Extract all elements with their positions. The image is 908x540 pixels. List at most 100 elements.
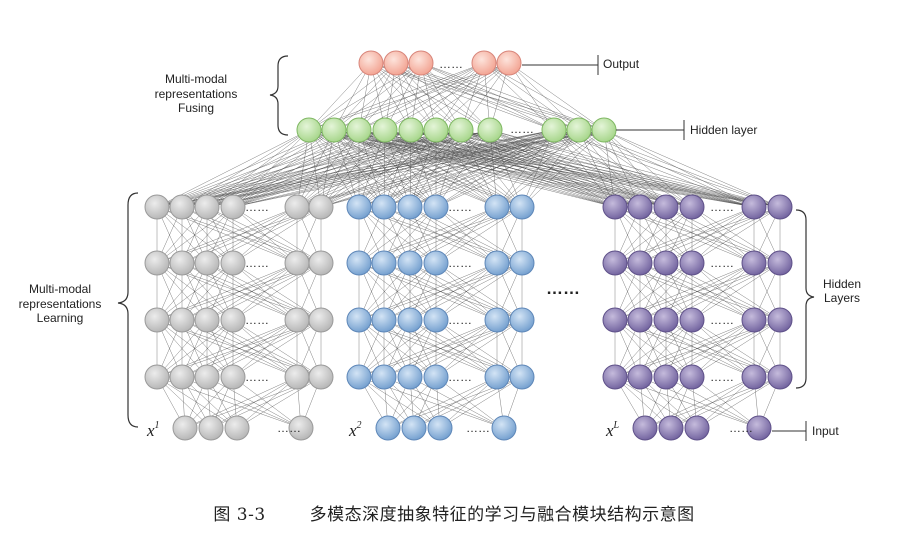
blue-hidden-neuron (423, 307, 449, 333)
gray-hidden-neuron (169, 364, 195, 390)
edge-hidden-hidden (156, 206, 208, 264)
blue-hidden-neuron (397, 194, 423, 220)
edge-hidden-fusion (553, 129, 693, 208)
purple-input-ellipsis: …… (729, 421, 753, 435)
edge-hidden-fusion (181, 129, 555, 208)
gray-layer-ellipsis: …… (245, 256, 269, 270)
edge-hidden-hidden (435, 262, 523, 321)
fusing-brace (269, 55, 289, 136)
purple-hidden-neuron (679, 194, 705, 220)
edge-hidden-fusion (553, 129, 616, 208)
gray-hidden-neuron (194, 250, 220, 276)
edge-hidden-hidden (614, 319, 693, 378)
blue-hidden-neuron (371, 250, 397, 276)
purple-hidden-neuron (767, 307, 793, 333)
figure-title: 多模态深度抽象特征的学习与融合模块结构示意图 (309, 505, 695, 525)
edge-hidden-hidden (614, 262, 693, 321)
network-neurons: …… …… …… …… …… …… …… …… …… …… …… …… …… …… …… (144, 50, 793, 441)
purple-hidden-neuron (741, 250, 767, 276)
edge-hidden-fusion (333, 129, 523, 208)
edge-output-fusion (420, 62, 555, 131)
purple-input-neuron (746, 415, 772, 441)
edge-hidden-hidden (358, 262, 437, 321)
blue-input-neuron (427, 415, 453, 441)
edge-output-fusion (460, 62, 510, 131)
gray-layer-ellipsis: …… (245, 370, 269, 384)
blue-hidden-neuron (484, 307, 510, 333)
edge-hidden-fusion (181, 129, 491, 208)
fusion-ellipsis: …… (510, 122, 534, 136)
edge-input-hidden (439, 376, 498, 429)
fusion-neuron (346, 117, 372, 143)
edge-hidden-hidden (383, 262, 437, 321)
edge-hidden-fusion (320, 129, 360, 208)
gray-hidden-neuron (194, 194, 220, 220)
edge-hidden-fusion (296, 129, 310, 208)
purple-hidden-neuron (602, 194, 628, 220)
edge-output-fusion (308, 62, 510, 131)
edge-hidden-hidden (691, 262, 781, 321)
edge-hidden-fusion (308, 129, 523, 208)
fusion-neuron (372, 117, 398, 143)
edge-hidden-hidden (156, 262, 234, 321)
gray-layer-ellipsis: …… (245, 200, 269, 214)
hidden-layers-label-line2: Layers (824, 291, 860, 305)
edge-hidden-hidden (614, 206, 693, 264)
edge-hidden-hidden (232, 262, 298, 321)
edge-hidden-fusion (320, 129, 335, 208)
edge-hidden-fusion (320, 129, 491, 208)
edge-hidden-fusion (206, 129, 491, 208)
edge-hidden-hidden (358, 319, 411, 378)
edge-hidden-fusion (333, 129, 411, 208)
edge-hidden-fusion (553, 129, 641, 208)
edge-input-hidden (691, 376, 760, 429)
purple-hidden-neuron (653, 364, 679, 390)
edge-hidden-fusion (156, 129, 310, 208)
blue-hidden-neuron (346, 307, 372, 333)
output-neuron (383, 50, 409, 76)
gray-hidden-neuron (220, 364, 246, 390)
edge-hidden-fusion (435, 129, 462, 208)
blue-hidden-neuron (484, 250, 510, 276)
edge-hidden-fusion (206, 129, 555, 208)
purple-hidden-neuron (602, 307, 628, 333)
edge-hidden-fusion (489, 129, 781, 208)
xL-label: xL (605, 420, 620, 440)
blue-hidden-neuron (371, 194, 397, 220)
edge-hidden-fusion (410, 129, 693, 208)
edge-input-hidden (614, 376, 698, 429)
edge-hidden-fusion (296, 129, 462, 208)
gray-hidden-neuron (144, 250, 170, 276)
blue-hidden-neuron (371, 307, 397, 333)
fusing-label-line1: Multi-modal (165, 72, 227, 86)
purple-hidden-neuron (679, 307, 705, 333)
gray-hidden-neuron (308, 194, 334, 220)
edge-hidden-fusion (553, 129, 755, 208)
edge-hidden-fusion (603, 129, 781, 208)
edge-input-hidden (181, 376, 238, 429)
edge-output-fusion (508, 62, 605, 131)
gray-layer-ellipsis: …… (245, 313, 269, 327)
edge-hidden-fusion (384, 129, 693, 208)
edge-hidden-hidden (232, 262, 322, 321)
blue-hidden-neuron (397, 250, 423, 276)
edge-hidden-fusion (333, 129, 437, 208)
purple-hidden-neuron (627, 307, 653, 333)
edge-output-fusion (308, 62, 422, 131)
edge-input-hidden (358, 376, 415, 429)
edge-hidden-hidden (181, 262, 234, 321)
edge-hidden-fusion (460, 129, 781, 208)
gray-hidden-neuron (284, 194, 310, 220)
blue-layer-ellipsis: …… (448, 256, 472, 270)
edge-hidden-fusion (435, 129, 605, 208)
edge-output-fusion (508, 62, 580, 131)
edge-hidden-hidden (156, 319, 234, 378)
edge-output-fusion (420, 62, 491, 131)
fusion-neuron (541, 117, 567, 143)
blue-input-ellipsis: …… (466, 421, 490, 435)
gray-hidden-neuron (308, 307, 334, 333)
edge-hidden-fusion (308, 129, 437, 208)
edge-output-fusion (308, 62, 372, 131)
edge-output-fusion (395, 62, 491, 131)
purple-hidden-neuron (627, 250, 653, 276)
